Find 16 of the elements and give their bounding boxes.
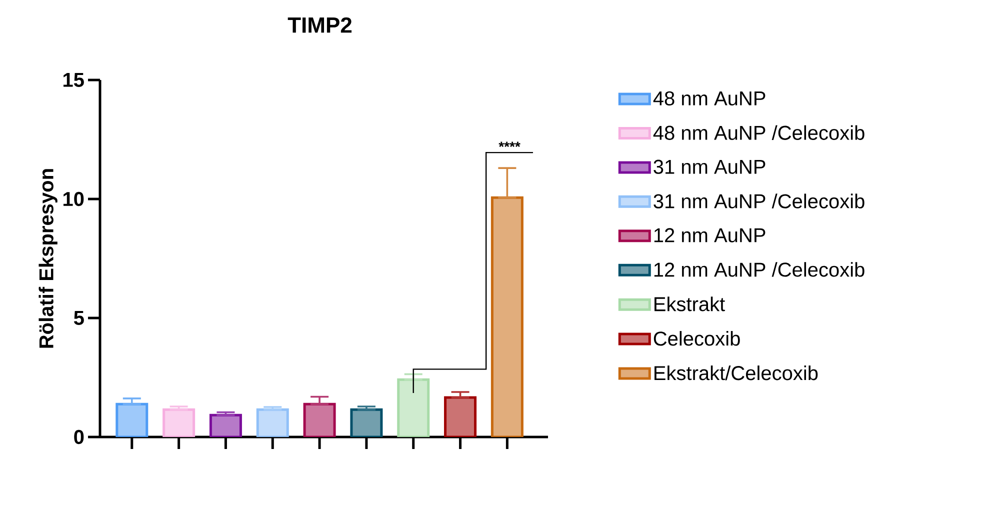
legend-label: 12 nm AuNP /Celecoxib (654, 262, 864, 277)
annotation: **** (498, 142, 520, 147)
y-tick-label: 15 (64, 73, 84, 87)
legend-label: Celecoxib (654, 331, 740, 346)
legend-label: 48 nm AuNP (653, 91, 766, 106)
y-tick-label: 10 (64, 192, 84, 206)
y-tick-label: 5 (74, 311, 84, 325)
legend-label: 31 nm AuNP (654, 160, 766, 174)
y-axis-title: Rölatif Ekspresyon (38, 169, 58, 348)
chart-title: TIMP2 (288, 17, 352, 33)
legend-label: 48 nm AuNP /Celecoxib (653, 125, 864, 140)
legend-label: Ekstrakt/Celecoxib (654, 366, 818, 380)
y-tick-label: 0 (74, 430, 84, 444)
legend-label: 31 nm AuNP /Celecoxib (654, 194, 864, 208)
legend-label: 12 nm AuNP (654, 228, 766, 242)
legend-label: Ekstrakt (654, 296, 725, 312)
